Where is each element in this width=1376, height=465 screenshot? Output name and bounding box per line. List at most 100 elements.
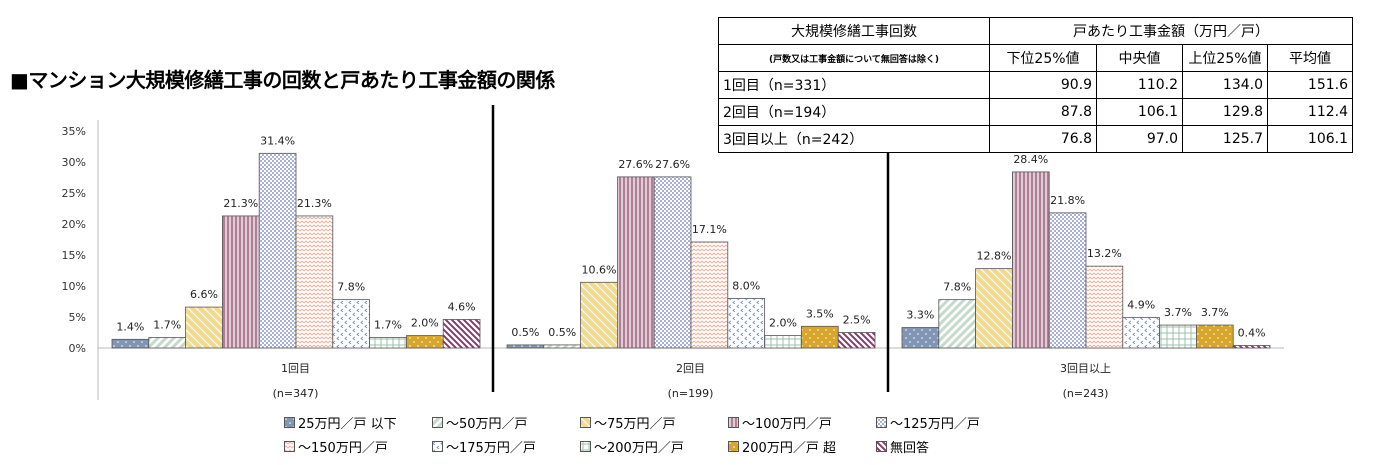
data-label: 3.7% (1164, 306, 1192, 319)
data-label: 3.7% (1201, 306, 1229, 319)
legend-label: ～200万円／戸 (594, 440, 684, 456)
legend-swatch (728, 416, 739, 428)
bar (111, 338, 150, 349)
bar (938, 299, 976, 349)
table-col-header: 上位25%値 (1182, 44, 1268, 72)
table-col-header: 中央値 (1096, 44, 1183, 72)
legend-row: 25万円／戸 以下 ～50万円／戸 ～75万円／戸 ～100万円／戸 ～125万円／戸 (284, 410, 1024, 434)
legend-item: ～100万円／戸 (728, 413, 876, 432)
bar (837, 332, 876, 349)
y-tick-label: 0% (69, 342, 86, 355)
data-label: 0.5% (548, 326, 576, 339)
category-label: 2回目 (676, 362, 705, 375)
table-header-col1: 大規模修繕工事回数 (718, 17, 990, 45)
table-row: 2回目（n=194） 87.8 106.1 129.8 112.4 (718, 98, 1353, 126)
legend: 25万円／戸 以下 ～50万円／戸 ～75万円／戸 ～100万円／戸 ～125万円／戸 ～… (284, 410, 1024, 458)
legend-swatch (284, 416, 295, 428)
data-label: 17.1% (692, 223, 727, 236)
table-col-header: 下位25%値 (989, 44, 1097, 72)
cell: 129.8 (1182, 98, 1268, 126)
data-label: 28.4% (1013, 153, 1048, 166)
legend-label: 無回答 (890, 440, 930, 456)
data-label: 3.3% (906, 309, 934, 322)
data-label: 4.9% (1127, 299, 1155, 312)
cell: 110.2 (1096, 71, 1183, 99)
data-label: 27.6% (655, 158, 690, 171)
y-tick-label: 25% (62, 187, 86, 200)
data-label: 2.0% (769, 317, 797, 330)
row-label: 1回目（n=331） (718, 71, 990, 99)
bar (543, 344, 581, 349)
legend-item: 無回答 (876, 437, 1024, 456)
bar (148, 337, 187, 349)
bar (617, 176, 655, 349)
cell: 112.4 (1267, 98, 1353, 126)
category-note: (n=243) (1063, 387, 1109, 400)
bar (1122, 317, 1161, 349)
data-label: 31.4% (260, 134, 295, 147)
bar (295, 215, 334, 349)
legend-item: 200万円／戸 超 (728, 437, 876, 456)
cell: 134.0 (1182, 71, 1268, 99)
category-label: 3回目以上 (1060, 362, 1111, 375)
legend-item: ～125万円／戸 (876, 413, 1024, 432)
data-label: 7.8% (943, 281, 971, 294)
data-label: 8.0% (732, 279, 760, 292)
bar (1012, 171, 1050, 349)
legend-swatch (580, 416, 591, 428)
legend-item: ～75万円／戸 (580, 413, 728, 432)
data-label: 12.8% (977, 250, 1012, 263)
y-tick-label: 15% (62, 249, 86, 262)
table-header-note: (戸数又は工事金額について無回答は除く) (718, 44, 990, 72)
category-note: (n=347) (273, 387, 319, 400)
data-label: 1.4% (116, 320, 144, 333)
legend-swatch (432, 416, 443, 428)
legend-item: ～200万円／戸 (580, 437, 728, 456)
cell: 97.0 (1096, 125, 1183, 153)
legend-swatch (432, 440, 443, 452)
data-label: 13.2% (1087, 247, 1122, 260)
data-label: 0.4% (1238, 327, 1266, 340)
chart-title: ■マンション大規模修繕工事の回数と戸あたり工事金額の関係 (10, 68, 555, 92)
bar (1048, 212, 1087, 349)
cell: 90.9 (989, 71, 1097, 99)
bar (258, 152, 297, 349)
cell: 151.6 (1267, 71, 1353, 99)
data-label: 2.5% (843, 314, 871, 327)
y-tick-label: 10% (62, 280, 86, 293)
category-label: 1回目 (281, 362, 310, 375)
row-label: 3回目以上（n=242） (718, 125, 990, 153)
bar (369, 337, 407, 349)
cost-table: 大規模修繕工事回数 戸あたり工事金額（万円／戸） (戸数又は工事金額について無回… (718, 17, 1353, 153)
bar (506, 344, 545, 349)
bar (901, 327, 940, 349)
legend-swatch (580, 440, 591, 452)
cell: 106.1 (1267, 125, 1353, 153)
legend-item: ～50万円／戸 (432, 413, 580, 432)
bar (442, 319, 481, 349)
legend-label: ～50万円／戸 (446, 416, 528, 432)
data-label: 6.6% (190, 288, 218, 301)
legend-label: 200万円／戸 超 (742, 440, 836, 456)
legend-label: 25万円／戸 以下 (298, 416, 397, 432)
legend-label: ～175万円／戸 (446, 440, 536, 456)
cell: 106.1 (1096, 98, 1183, 126)
legend-item: ～150万円／戸 (284, 437, 432, 456)
data-label: 1.7% (374, 318, 402, 331)
legend-row: ～150万円／戸 ～175万円／戸 ～200万円／戸 200万円／戸 超 無回答 (284, 434, 1024, 458)
table-row: 1回目（n=331） 90.9 110.2 134.0 151.6 (718, 71, 1353, 99)
data-label: 21.8% (1050, 194, 1085, 207)
data-label: 0.5% (511, 326, 539, 339)
cell: 125.7 (1182, 125, 1268, 153)
bar (975, 268, 1013, 349)
bar (185, 306, 223, 349)
bar (1196, 324, 1234, 349)
bar (653, 176, 692, 349)
bar (221, 215, 260, 349)
data-label: 3.5% (806, 307, 834, 320)
legend-label: ～100万円／戸 (742, 416, 832, 432)
legend-item: 25万円／戸 以下 (284, 413, 432, 432)
data-label: 27.6% (618, 158, 653, 171)
